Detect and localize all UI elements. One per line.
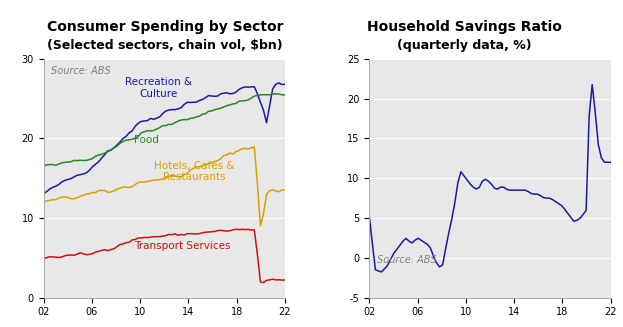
Text: Food: Food <box>134 135 159 145</box>
Text: Household Savings Ratio: Household Savings Ratio <box>367 20 561 34</box>
Text: Recreation &
Culture: Recreation & Culture <box>125 77 192 99</box>
Text: Transport Services: Transport Services <box>134 241 231 251</box>
Text: Source: ABS: Source: ABS <box>376 255 436 265</box>
Text: Source: ABS: Source: ABS <box>51 66 111 76</box>
Text: Hotels, Cafes &
Restaurants: Hotels, Cafes & Restaurants <box>154 161 235 182</box>
Text: (Selected sectors, chain vol, $bn): (Selected sectors, chain vol, $bn) <box>47 39 283 52</box>
Text: Consumer Spending by Sector: Consumer Spending by Sector <box>47 20 283 34</box>
Text: (quarterly data, %): (quarterly data, %) <box>397 39 531 52</box>
